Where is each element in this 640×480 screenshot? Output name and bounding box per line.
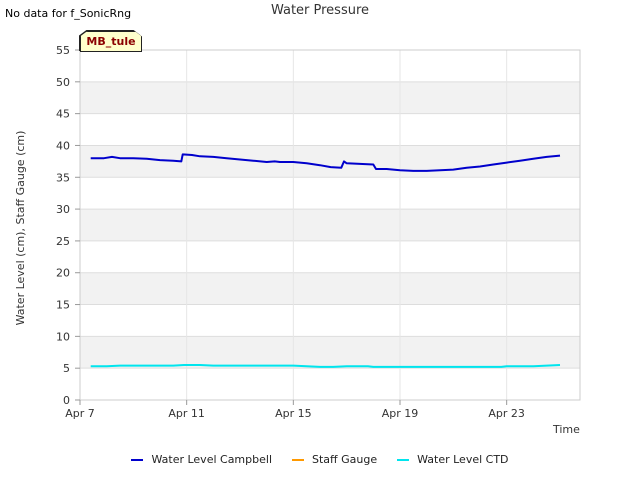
no-data-note: No data for f_SonicRng (5, 7, 132, 20)
y-axis-label: Water Level (cm), Staff Gauge (cm) (14, 130, 27, 326)
y-tick-label: 0 (63, 394, 70, 407)
plot-band (80, 145, 580, 178)
y-tick-label: 45 (56, 108, 70, 121)
y-tick-label: 25 (56, 235, 70, 248)
series-line-water-level-ctd (90, 364, 561, 368)
plot-band (80, 81, 580, 114)
plot-band (80, 272, 580, 305)
y-tick-label: 35 (56, 171, 70, 184)
x-tick-label: Apr 19 (382, 407, 419, 420)
y-tick-label: 50 (56, 76, 70, 89)
legend-label-campbell: Water Level Campbell (151, 453, 272, 466)
y-tick-label: 20 (56, 267, 70, 280)
plot-band (80, 209, 580, 241)
legend-swatch-staff-gauge (292, 458, 304, 461)
x-tick-label: Apr 7 (65, 407, 95, 420)
y-tick-label: 10 (56, 330, 70, 343)
y-tick-label: 55 (56, 44, 70, 57)
legend-label-ctd: Water Level CTD (417, 453, 509, 466)
legend-swatch-campbell (131, 458, 144, 461)
plot-frame (79, 49, 581, 401)
x-axis: Apr 7 Apr 11 Apr 15 Apr 19 Apr 23 (65, 400, 525, 420)
y-axis: 0 5 10 15 20 25 30 35 40 45 50 55 (56, 44, 80, 407)
y-tick-label: 30 (56, 203, 70, 216)
series-line-water-level-campbell (90, 153, 561, 172)
legend-item-campbell[interactable]: Water Level Campbell (131, 453, 272, 466)
x-tick-label: Apr 15 (275, 407, 312, 420)
chart-title: Water Pressure (270, 3, 370, 18)
series-lines (90, 153, 561, 368)
site-badge: MB_tule (80, 31, 142, 52)
y-tick-label: 40 (56, 139, 70, 152)
legend-item-staff-gauge[interactable]: Staff Gauge (292, 453, 377, 466)
legend-label-staff-gauge: Staff Gauge (312, 453, 378, 466)
legend: Water Level Campbell Staff Gauge Water L… (0, 453, 640, 466)
y-tick-label: 5 (63, 362, 70, 375)
plot-bands (80, 81, 580, 369)
x-tick-label: Apr 11 (168, 407, 205, 420)
legend-swatch-ctd (397, 458, 410, 461)
plot-band (80, 336, 580, 369)
y-tick-label: 15 (56, 299, 70, 312)
x-axis-label: Time (553, 423, 580, 436)
legend-item-ctd[interactable]: Water Level CTD (397, 453, 509, 466)
x-tick-label: Apr 23 (488, 407, 525, 420)
